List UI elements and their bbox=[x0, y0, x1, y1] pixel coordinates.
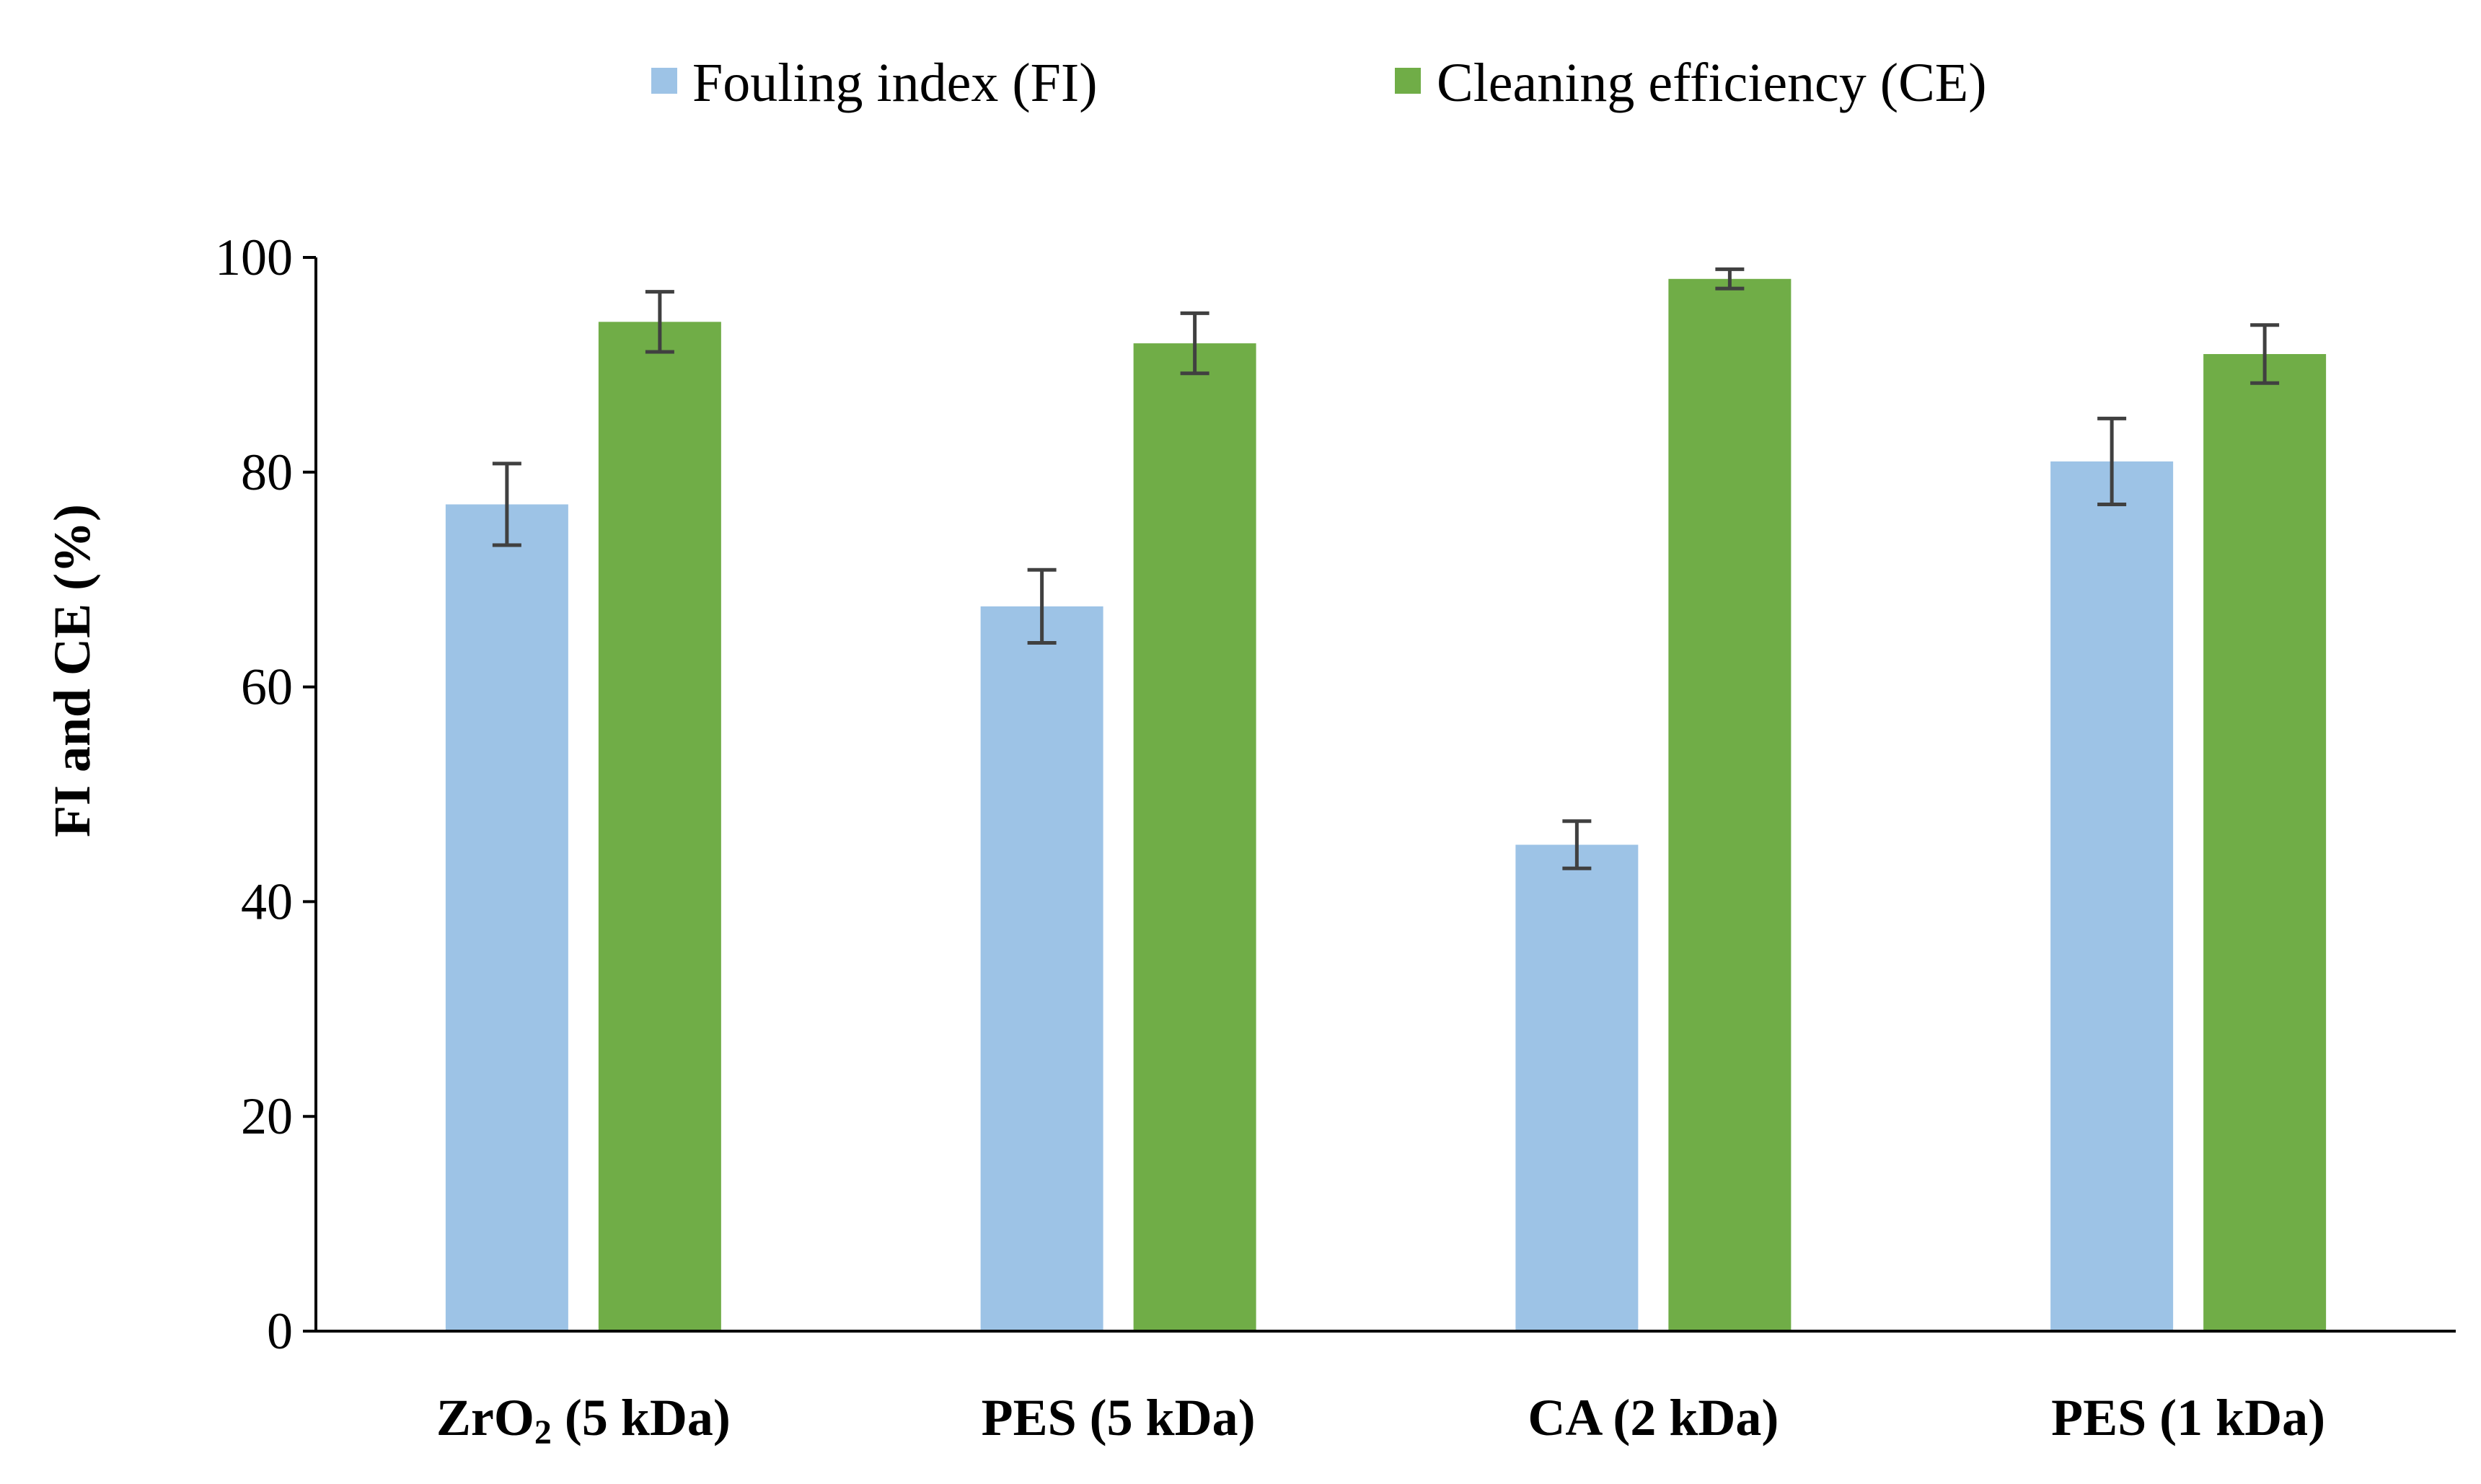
y-tick-label: 40 bbox=[241, 873, 293, 930]
y-tick-label: 100 bbox=[215, 229, 293, 286]
x-axis-category-labels: ZrO2 (5 kDa) PES (5 kDa) CA (2 kDa) PES (1 … bbox=[436, 1389, 2325, 1452]
legend-swatch-fouling-index bbox=[651, 68, 677, 94]
bar bbox=[598, 322, 721, 1332]
x-category-label: PES (5 kDa) bbox=[982, 1389, 1256, 1447]
bar bbox=[1133, 343, 1256, 1331]
bar bbox=[2050, 461, 2174, 1332]
bar bbox=[1668, 278, 1792, 1331]
bar bbox=[2203, 354, 2327, 1331]
bar bbox=[1515, 844, 1639, 1331]
bars bbox=[445, 278, 2327, 1332]
legend-label-fouling-index: Fouling index (FI) bbox=[692, 53, 1098, 113]
y-tick-label: 0 bbox=[267, 1302, 293, 1360]
y-tick-label: 80 bbox=[241, 443, 293, 501]
y-tick-label: 60 bbox=[241, 658, 293, 716]
legend-swatch-cleaning-efficiency bbox=[1395, 68, 1421, 94]
chart-legend: Fouling index (FI) Cleaning efficiency (… bbox=[651, 53, 1987, 113]
y-axis-title: FI and CE (%) bbox=[43, 504, 101, 837]
y-axis-ticks: 0 20 40 60 80 100 bbox=[215, 229, 316, 1360]
bar bbox=[980, 606, 1103, 1331]
x-category-label: PES (1 kDa) bbox=[2051, 1389, 2325, 1447]
x-category-label: CA (2 kDa) bbox=[1528, 1389, 1779, 1447]
bar bbox=[445, 504, 568, 1331]
y-tick-label: 20 bbox=[241, 1087, 293, 1145]
x-category-label: ZrO2 (5 kDa) bbox=[436, 1389, 731, 1452]
error-bars bbox=[492, 267, 2280, 870]
legend-label-cleaning-efficiency: Cleaning efficiency (CE) bbox=[1437, 53, 1987, 113]
